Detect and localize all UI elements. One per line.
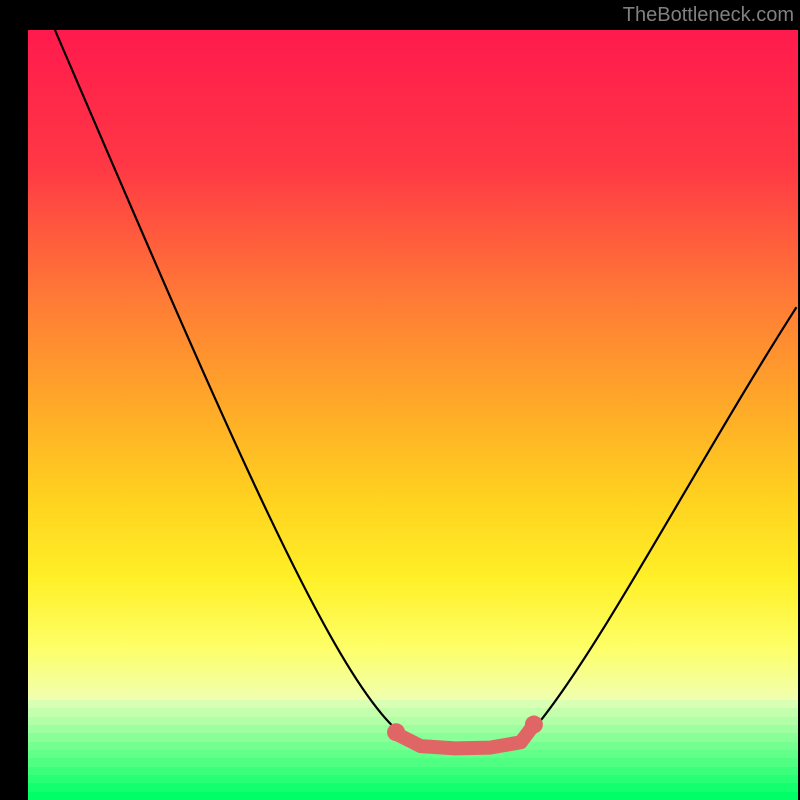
plot-area	[28, 30, 798, 800]
sweet-spot-endpoint-left	[387, 723, 405, 741]
chart-container: TheBottleneck.com	[0, 0, 800, 800]
left-bottleneck-curve	[55, 30, 398, 731]
attribution-text: TheBottleneck.com	[623, 4, 794, 27]
sweet-spot-marker	[398, 727, 533, 749]
sweet-spot-endpoint-right	[525, 716, 543, 734]
right-bottleneck-curve	[532, 307, 796, 731]
curves-overlay-svg	[28, 30, 798, 800]
